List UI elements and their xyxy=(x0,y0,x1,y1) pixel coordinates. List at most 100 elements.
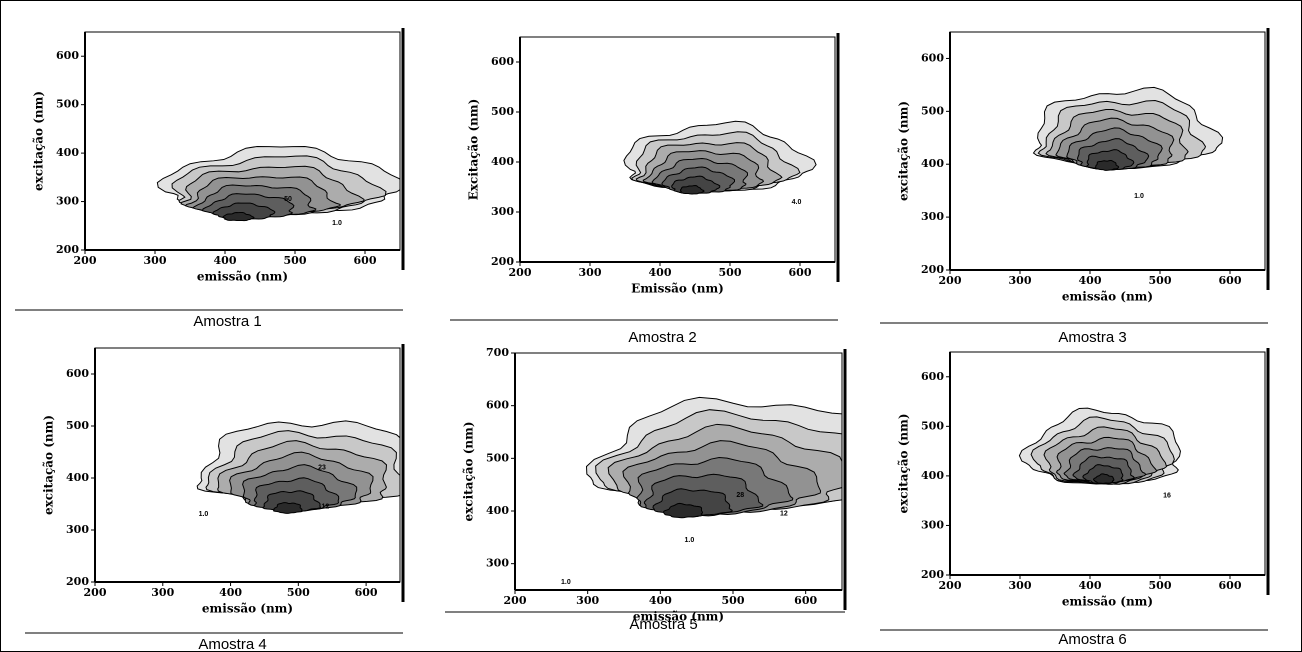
x-tick-label: 300 xyxy=(1009,274,1032,287)
y-axis-label: excitação (nm) xyxy=(42,415,56,515)
y-tick-label: 400 xyxy=(56,146,79,159)
x-tick-label: 400 xyxy=(219,586,242,599)
caption: Amostra 2 xyxy=(628,329,696,346)
x-axis-label: emissão (nm) xyxy=(202,602,293,616)
x-tick-label: 500 xyxy=(1149,579,1172,592)
x-tick-label: 300 xyxy=(1009,579,1032,592)
x-tick-label: 300 xyxy=(576,594,599,607)
x-tick-label: 300 xyxy=(151,586,174,599)
contour-label: 16 xyxy=(1163,493,1171,500)
x-tick-label: 500 xyxy=(287,586,310,599)
contour-band xyxy=(662,502,704,519)
y-axis-label: excitação (nm) xyxy=(897,101,911,201)
y-tick-label: 300 xyxy=(56,195,79,208)
caption: Amostra 1 xyxy=(193,313,261,330)
x-axis-label: Emissão (nm) xyxy=(631,282,724,296)
y-tick-label: 500 xyxy=(66,419,89,432)
y-tick-label: 600 xyxy=(56,49,79,62)
y-tick-label: 500 xyxy=(486,451,509,464)
x-tick-label: 200 xyxy=(939,579,962,592)
x-tick-label: 500 xyxy=(719,266,742,279)
y-tick-label: 600 xyxy=(66,367,89,380)
x-tick-label: 300 xyxy=(579,266,602,279)
contours xyxy=(156,145,400,222)
caption: Amostra 4 xyxy=(198,636,266,652)
x-tick-label: 200 xyxy=(84,586,107,599)
y-tick-label: 200 xyxy=(491,255,514,268)
x-tick-label: 200 xyxy=(509,266,532,279)
y-tick-label: 600 xyxy=(921,51,944,64)
x-tick-label: 500 xyxy=(1149,274,1172,287)
contour-label: 1.0 xyxy=(1134,193,1144,200)
x-tick-label: 600 xyxy=(789,266,812,279)
contours xyxy=(585,396,842,519)
x-tick-label: 500 xyxy=(722,594,745,607)
y-tick-label: 500 xyxy=(921,104,944,117)
contour-label: 23 xyxy=(318,464,326,471)
y-tick-label: 300 xyxy=(921,518,944,531)
x-tick-label: 400 xyxy=(214,254,237,267)
caption: Amostra 3 xyxy=(1058,329,1126,346)
y-tick-label: 500 xyxy=(491,105,514,118)
y-tick-label: 600 xyxy=(921,370,944,383)
x-tick-label: 200 xyxy=(74,254,97,267)
x-tick-label: 600 xyxy=(1219,579,1242,592)
contour-label: 50 xyxy=(284,196,292,203)
x-tick-label: 600 xyxy=(794,594,817,607)
caption: Amostra 6 xyxy=(1058,631,1126,648)
y-tick-label: 200 xyxy=(66,575,89,588)
y-tick-label: 600 xyxy=(486,399,509,412)
y-tick-label: 500 xyxy=(921,419,944,432)
y-tick-label: 400 xyxy=(491,155,514,168)
y-tick-label: 200 xyxy=(921,263,944,276)
y-tick-label: 500 xyxy=(56,98,79,111)
y-tick-label: 300 xyxy=(921,210,944,223)
y-tick-label: 300 xyxy=(66,523,89,536)
x-tick-label: 200 xyxy=(504,594,527,607)
y-tick-label: 400 xyxy=(66,471,89,484)
contour-label: 1.0 xyxy=(199,511,209,518)
contour-label: 12 xyxy=(780,510,788,517)
y-tick-label: 600 xyxy=(491,55,514,68)
y-tick-label: 700 xyxy=(486,346,509,359)
x-axis-label: emissão (nm) xyxy=(197,270,288,284)
contour-band xyxy=(1092,473,1115,484)
x-tick-label: 400 xyxy=(1079,579,1102,592)
contour-label: 12 xyxy=(322,503,330,510)
y-tick-label: 400 xyxy=(921,157,944,170)
y-axis-label: excitação (nm) xyxy=(897,413,911,513)
contour-band xyxy=(272,502,303,514)
contour-label: 28 xyxy=(736,492,744,499)
x-tick-label: 300 xyxy=(144,254,167,267)
x-tick-label: 600 xyxy=(355,586,378,599)
y-tick-label: 400 xyxy=(921,469,944,482)
x-axis-label: emissão (nm) xyxy=(1062,595,1153,609)
x-tick-label: 500 xyxy=(284,254,307,267)
y-tick-label: 200 xyxy=(56,243,79,256)
y-tick-label: 200 xyxy=(921,568,944,581)
caption: Amostra 5 xyxy=(629,616,697,633)
contours xyxy=(1032,86,1224,171)
x-tick-label: 600 xyxy=(1219,274,1242,287)
contour-label: 4.0 xyxy=(792,199,802,206)
x-axis-label: emissão (nm) xyxy=(1062,290,1153,304)
contour-label: 1.0 xyxy=(561,579,571,586)
contour-band xyxy=(222,211,255,222)
contour-band xyxy=(1094,159,1120,171)
contours xyxy=(196,420,400,514)
x-tick-label: 400 xyxy=(649,266,672,279)
contours xyxy=(1018,407,1181,485)
contours xyxy=(623,120,817,195)
y-axis-label: Excitação (nm) xyxy=(467,99,481,201)
y-tick-label: 300 xyxy=(491,205,514,218)
y-tick-label: 400 xyxy=(486,504,509,517)
contour-label: 1.0 xyxy=(332,220,342,227)
x-axis-label: emissão (nm) xyxy=(633,610,724,624)
contour-band xyxy=(679,184,705,195)
y-tick-label: 300 xyxy=(486,557,509,570)
contour-label: 1.0 xyxy=(685,537,695,544)
x-tick-label: 200 xyxy=(939,274,962,287)
y-axis-label: excitação (nm) xyxy=(32,91,46,191)
x-tick-label: 600 xyxy=(354,254,377,267)
